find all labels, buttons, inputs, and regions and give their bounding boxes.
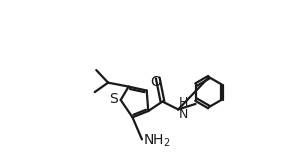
Text: H
N: H N [179, 96, 188, 121]
Text: S: S [109, 92, 118, 106]
Text: O: O [151, 75, 162, 89]
Text: NH$_2$: NH$_2$ [143, 132, 170, 149]
